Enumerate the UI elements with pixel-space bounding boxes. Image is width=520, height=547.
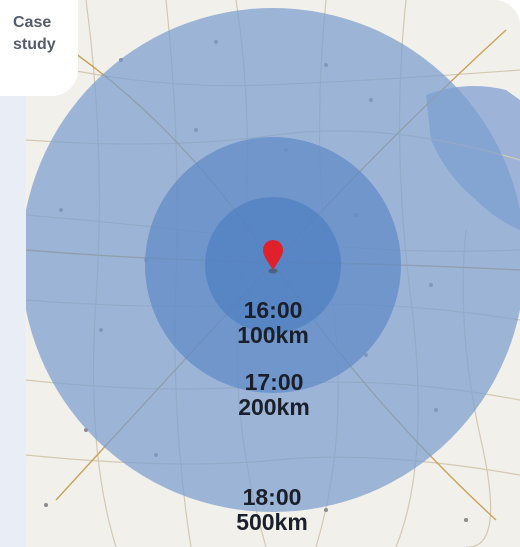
map-canvas	[26, 0, 520, 547]
ring-label-100km: 16:00 100km	[173, 298, 373, 348]
ring-time-500km: 18:00	[242, 484, 302, 510]
case-tag-line1: Case	[13, 14, 52, 31]
ring-distance-500km: 500km	[236, 509, 308, 535]
ring-label-200km: 17:00 200km	[174, 370, 374, 420]
map-pin-icon	[263, 240, 283, 274]
case-tag-line2: study	[13, 36, 56, 53]
side-panel	[0, 95, 30, 547]
ring-distance-200km: 200km	[238, 394, 310, 420]
ring-time-200km: 17:00	[244, 369, 304, 395]
ring-label-500km: 18:00 500km	[172, 485, 372, 535]
ring-distance-100km: 100km	[237, 322, 309, 348]
radius-map: 16:00 100km 17:00 200km 18:00 500km	[26, 0, 520, 547]
case-study-tag: Case study	[0, 0, 78, 96]
ring-time-100km: 16:00	[243, 297, 303, 323]
